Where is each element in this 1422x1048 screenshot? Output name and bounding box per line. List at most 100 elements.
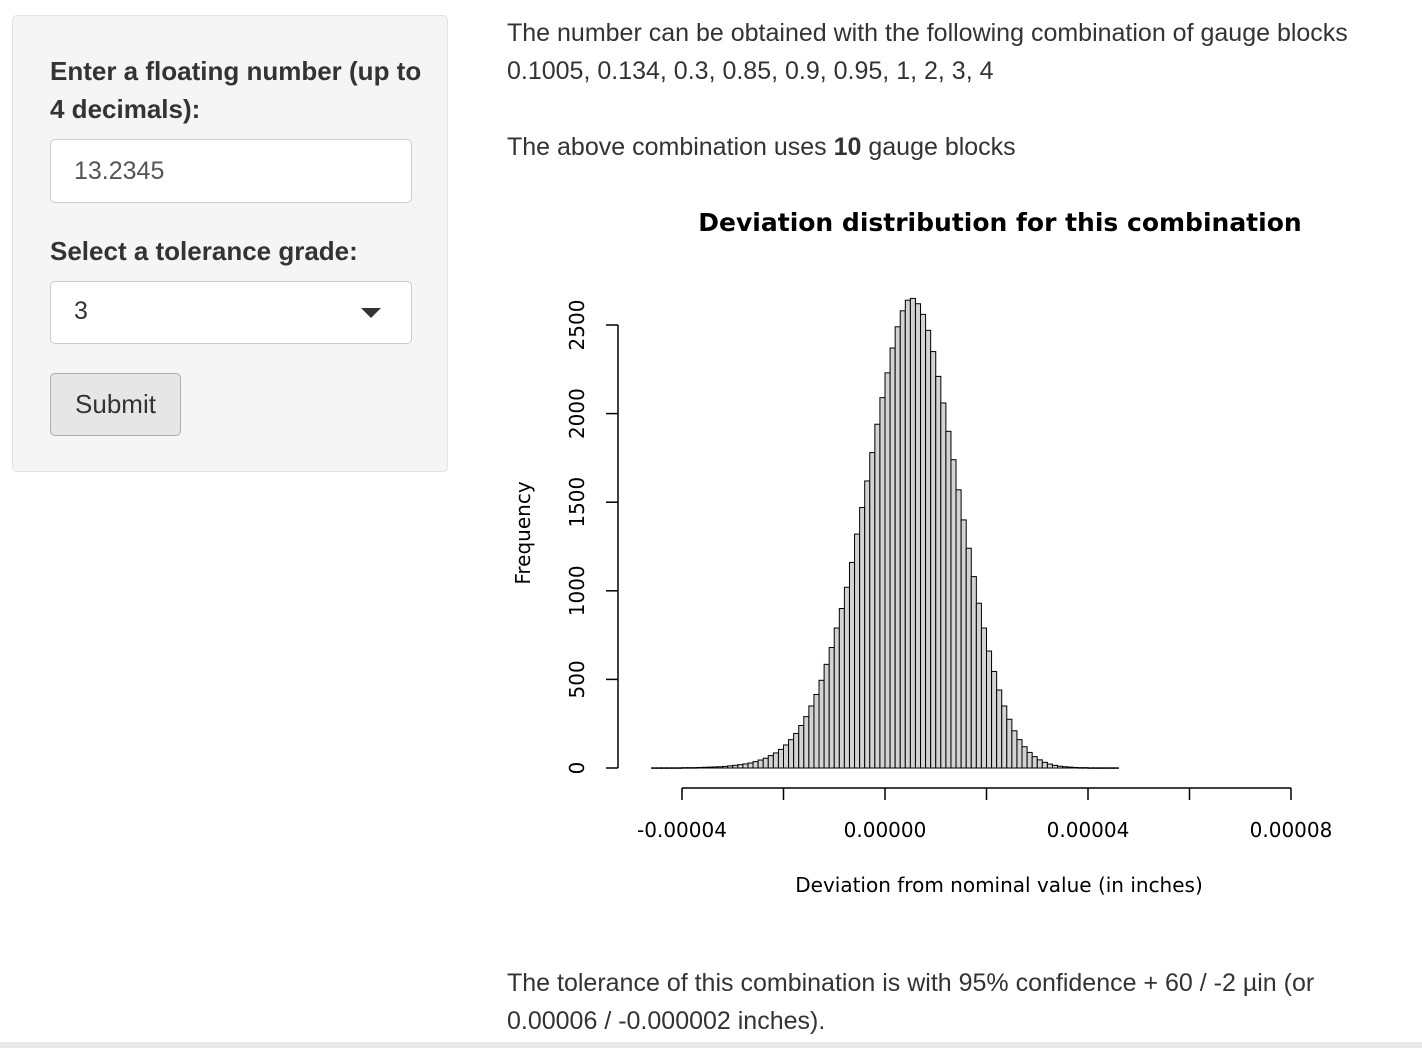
deviation-histogram: Deviation distribution for this combinat…: [511, 208, 1333, 897]
histogram-bar: [874, 423, 881, 769]
histogram-bar: [798, 724, 805, 769]
chart-title: Deviation distribution for this combinat…: [698, 208, 1301, 237]
histogram-bar: [884, 372, 891, 769]
histogram-bar: [772, 752, 779, 769]
histogram-bar: [904, 299, 911, 769]
histogram-bar: [1092, 767, 1099, 769]
histogram-bar: [701, 766, 708, 769]
histogram-bar: [854, 533, 861, 769]
histogram-bar: [823, 663, 830, 769]
histogram-bar: [864, 480, 871, 769]
histogram-bar: [1041, 761, 1048, 769]
histogram-bar: [1087, 767, 1094, 769]
histogram-bar: [803, 716, 810, 769]
y-tick-label: 0: [565, 762, 589, 775]
y-tick-label: 2500: [565, 300, 589, 351]
histogram-bar: [1011, 730, 1018, 769]
histogram-bar: [869, 452, 876, 769]
histogram-bar: [747, 762, 754, 769]
histogram-bar: [1067, 766, 1074, 769]
histogram-bar: [843, 586, 850, 769]
histogram-bar: [732, 764, 739, 769]
histogram-bar: [991, 670, 998, 769]
submit-button[interactable]: Submit: [50, 373, 181, 436]
histogram-bar: [1026, 751, 1033, 769]
histogram-bar: [671, 767, 678, 769]
block-count-sentence: The above combination uses 10 gauge bloc…: [507, 128, 1407, 166]
histogram-bar: [661, 767, 668, 769]
tolerance-select-label: Select a tolerance grade:: [50, 236, 358, 266]
histogram-bar: [950, 459, 957, 769]
tolerance-summary-line2: 0.00006 / -0.000002 inches).: [507, 1007, 826, 1035]
histogram-bar: [848, 561, 856, 769]
x-tick-label: -0.00004: [637, 818, 727, 842]
histogram-bar: [722, 765, 729, 769]
histogram-bar: [920, 313, 927, 769]
histogram-bar: [909, 297, 916, 769]
histogram-bar: [838, 608, 845, 769]
histogram-bar: [1082, 767, 1089, 769]
histogram-bar: [940, 402, 947, 769]
histogram-bar: [975, 602, 982, 769]
y-tick-label: 2000: [565, 388, 589, 439]
histogram-bar: [767, 755, 774, 769]
histogram-bar: [1046, 763, 1053, 769]
histogram-bar: [1112, 767, 1119, 769]
histogram-bar: [965, 547, 972, 769]
bottom-scrollbar-track: [0, 1042, 1422, 1048]
combination-intro: The number can be obtained with the foll…: [507, 19, 1348, 47]
histogram-bar: [651, 767, 658, 769]
block-count-suffix: gauge blocks: [861, 133, 1016, 161]
histogram-bar: [1072, 766, 1079, 769]
x-tick-label: 0.00008: [1250, 818, 1333, 842]
histogram-bar: [1051, 764, 1059, 769]
histogram-bar: [879, 397, 886, 769]
histogram-bar: [899, 310, 906, 769]
histogram-bar: [833, 627, 840, 769]
histogram-bar: [859, 507, 866, 769]
histogram-bar: [681, 767, 688, 769]
y-axis: 0 500 1000 1500 2000 2500: [565, 300, 619, 775]
histogram-bar: [757, 759, 764, 769]
histogram-bar: [914, 303, 922, 769]
histogram-bar: [1021, 746, 1028, 769]
block-count: 10: [833, 133, 862, 161]
histogram-bar: [986, 650, 993, 769]
x-axis-label: Deviation from nominal value (in inches): [795, 873, 1203, 897]
combination-list: 0.1005, 0.134, 0.3, 0.85, 0.9, 0.95, 1, …: [507, 57, 994, 85]
number-input[interactable]: [50, 139, 412, 203]
histogram-bar: [691, 767, 698, 769]
histogram-bar: [980, 627, 987, 769]
x-tick-label: 0.00000: [844, 818, 927, 842]
histogram-bar: [711, 766, 719, 769]
histogram-bar: [727, 765, 734, 769]
block-count-prefix: The above combination uses: [507, 133, 834, 161]
histogram-bar: [1102, 767, 1109, 769]
histogram-bar: [666, 767, 673, 769]
histogram-bar: [889, 347, 896, 769]
histogram-bar: [777, 748, 784, 769]
tolerance-select[interactable]: 3: [50, 281, 412, 344]
histogram-bar: [1107, 767, 1114, 769]
histogram-bar: [828, 647, 835, 769]
y-tick-label: 1500: [565, 477, 589, 528]
histogram-bar: [1057, 765, 1064, 769]
histogram-bar: [1077, 767, 1084, 769]
histogram-bar: [955, 489, 962, 769]
histogram-bars: [651, 297, 1119, 769]
histogram-bar: [930, 351, 937, 769]
histogram-bar: [752, 761, 759, 769]
histogram-bar: [818, 679, 825, 769]
histogram-bar: [1062, 766, 1069, 769]
y-axis-label: Frequency: [511, 481, 535, 584]
histogram-bar: [676, 767, 683, 769]
histogram-bar: [1097, 767, 1104, 769]
histogram-bar: [935, 375, 942, 769]
histogram-bar: [1006, 718, 1013, 769]
sidebar-panel: Enter a floating number (up to 4 decimal…: [12, 15, 448, 472]
chevron-down-icon[interactable]: [361, 308, 381, 318]
histogram-bar: [1031, 756, 1038, 769]
histogram-bar: [960, 519, 967, 769]
histogram-bar: [696, 766, 703, 769]
histogram-bar: [742, 763, 749, 769]
